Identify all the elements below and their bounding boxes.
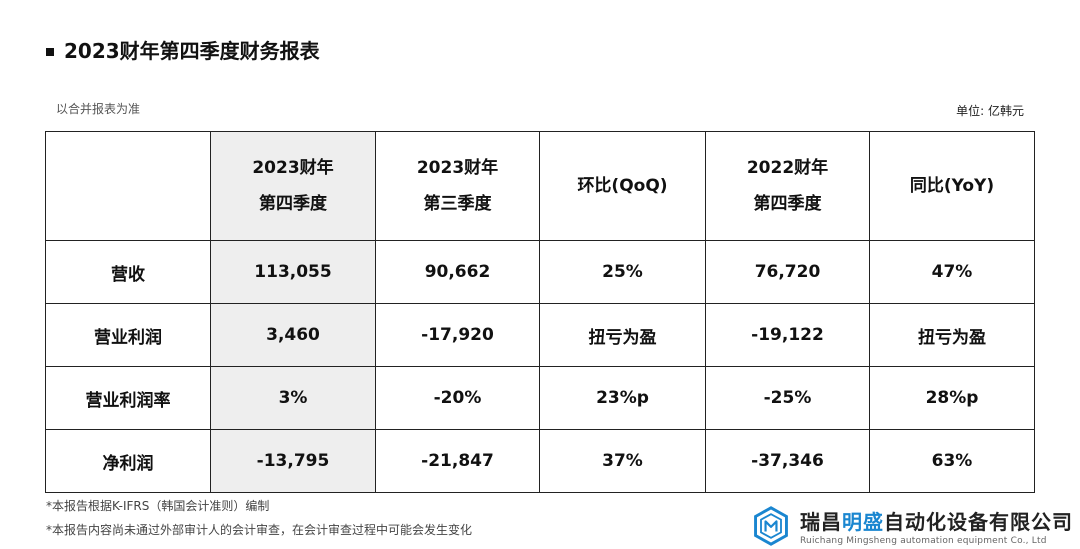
row-label: 净利润: [45, 429, 211, 493]
header-line: 同比(YoY): [909, 176, 995, 196]
header-line: 2023财年: [416, 158, 499, 178]
header-cell-2022-q4: 2022财年 第四季度: [705, 131, 870, 241]
table-cell: -21,847: [375, 429, 540, 493]
table-row: 营业利润率 3% -20% 23%p -25% 28%p: [45, 366, 1035, 430]
company-name-part: 瑞昌: [800, 510, 842, 534]
square-bullet-icon: [46, 47, 54, 56]
hexagon-logo-icon: [754, 506, 788, 546]
financial-table: 2023财年 第四季度 2023财年 第三季度 环比(QoQ) 2022财年 第…: [45, 131, 1035, 493]
table-cell: 扭亏为盈: [539, 303, 706, 367]
report-title-text: 2023财年第四季度财务报表: [64, 39, 320, 63]
table-cell: 扭亏为盈: [869, 303, 1035, 367]
table-cell: -19,122: [705, 303, 870, 367]
company-name-english: Ruichang Mingsheng automation equipment …: [800, 536, 1047, 546]
row-label: 营业利润: [45, 303, 211, 367]
table-cell: 3,460: [210, 303, 376, 367]
unit-label: 单位: 亿韩元: [956, 104, 1024, 118]
company-name-accent: 明盛: [842, 510, 884, 534]
header-line: 2023财年: [252, 158, 334, 178]
company-name: 瑞昌明盛自动化设备有限公司: [800, 506, 1073, 535]
table-cell: -17,920: [375, 303, 540, 367]
table-cell: 90,662: [375, 240, 540, 304]
table-cell: -20%: [375, 366, 540, 430]
header-line: 第三季度: [423, 194, 492, 214]
table-row: 营业利润 3,460 -17,920 扭亏为盈 -19,122 扭亏为盈: [45, 303, 1035, 367]
row-label: 营业利润率: [45, 366, 211, 430]
table-row: 净利润 -13,795 -21,847 37% -37,346 63%: [45, 429, 1035, 493]
table-cell: -13,795: [210, 429, 376, 493]
header-cell-2023-q3: 2023财年 第三季度: [375, 131, 540, 241]
table-cell: 113,055: [210, 240, 376, 304]
row-label: 营收: [45, 240, 211, 304]
table-cell: 37%: [539, 429, 706, 493]
header-line: 第四季度: [259, 194, 327, 214]
report-title: 2023财年第四季度财务报表: [46, 35, 320, 64]
header-cell-empty: [45, 131, 211, 241]
table-header-row: 2023财年 第四季度 2023财年 第三季度 环比(QoQ) 2022财年 第…: [45, 131, 1035, 241]
header-cell-2023-q4: 2023财年 第四季度: [210, 131, 376, 241]
header-line: 环比(QoQ): [577, 176, 668, 196]
header-cell-qoq: 环比(QoQ): [539, 131, 706, 241]
footnote-ifrs: *本报告根据K-IFRS（韩国会计准则）编制: [46, 499, 270, 513]
header-line: 2022财年: [746, 158, 829, 178]
table-row: 营收 113,055 90,662 25% 76,720 47%: [45, 240, 1035, 304]
table-cell: 28%p: [869, 366, 1035, 430]
header-line: 第四季度: [753, 194, 822, 214]
company-logo: 瑞昌明盛自动化设备有限公司 Ruichang Mingsheng automat…: [752, 503, 1080, 549]
table-cell: 23%p: [539, 366, 706, 430]
footnote-audit: *本报告内容尚未通过外部审计人的会计审查，在会计审查过程中可能会发生变化: [46, 523, 473, 537]
table-cell: 63%: [869, 429, 1035, 493]
table-cell: 47%: [869, 240, 1035, 304]
company-name-part: 自动化设备有限公司: [884, 510, 1073, 534]
report-basis: 以合并报表为准: [56, 102, 141, 116]
table-cell: 25%: [539, 240, 706, 304]
table-cell: -25%: [705, 366, 870, 430]
header-cell-yoy: 同比(YoY): [869, 131, 1035, 241]
table-cell: 3%: [210, 366, 376, 430]
table-cell: -37,346: [705, 429, 870, 493]
table-cell: 76,720: [705, 240, 870, 304]
